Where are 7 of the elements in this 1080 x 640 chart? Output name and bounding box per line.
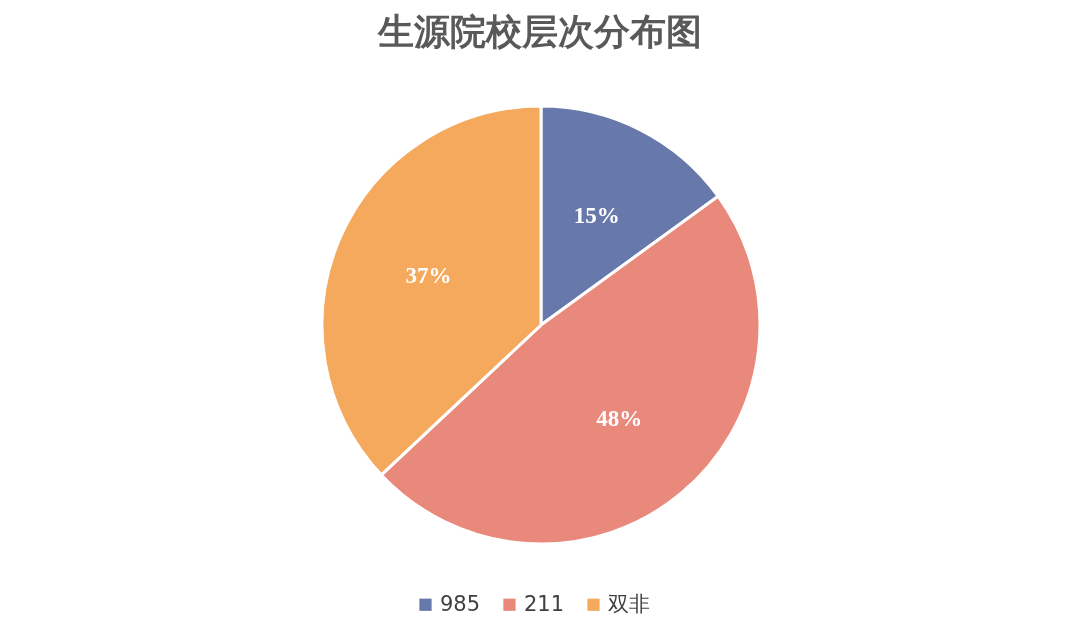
legend-label: 双非: [608, 591, 650, 616]
data-label: 15%: [573, 202, 620, 228]
data-label: 37%: [405, 263, 452, 289]
legend-label: 211: [524, 591, 565, 616]
chart-title: 生源院校层次分布图: [377, 11, 702, 52]
data-label: 48%: [596, 406, 643, 432]
legend-label: 985: [440, 591, 481, 616]
